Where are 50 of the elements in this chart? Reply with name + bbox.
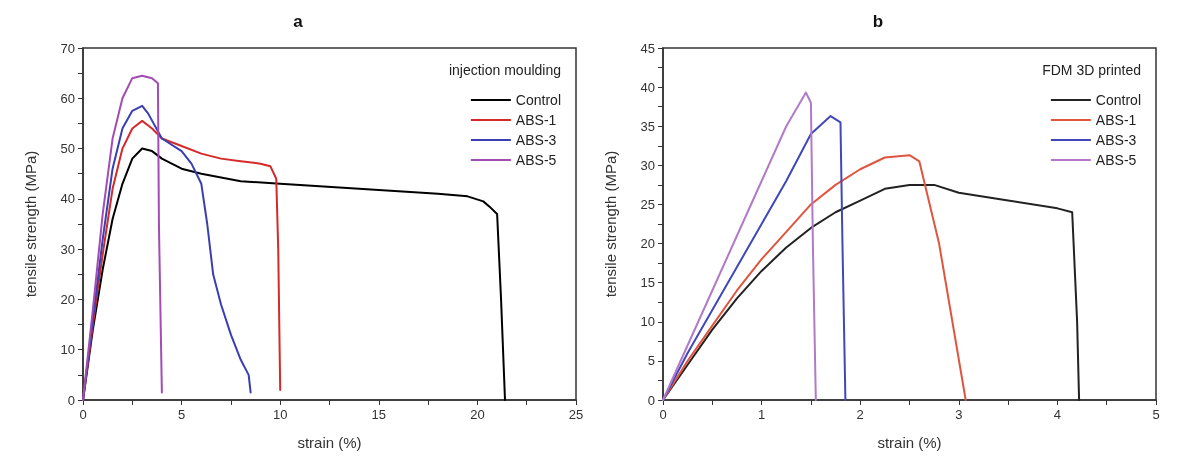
x-tick-label: 15 <box>371 407 387 422</box>
y-tick-label: 40 <box>640 79 655 95</box>
legend-label: Control <box>515 92 562 108</box>
y-tick-label: 10 <box>60 342 75 358</box>
legend-title: injection moulding <box>448 62 562 78</box>
x-axis-title: strain (%) <box>877 434 942 451</box>
line-series <box>82 74 163 401</box>
x-tick-label: 0 <box>79 407 87 422</box>
y-tick-label: 5 <box>647 353 655 369</box>
x-tick-label: 1 <box>757 407 766 422</box>
legend-label: ABS-5 <box>1095 152 1137 168</box>
line-series <box>662 154 967 401</box>
x-tick-label: 4 <box>1053 407 1062 422</box>
x-tick-label: 5 <box>177 407 186 422</box>
x-tick-label: 10 <box>272 407 288 422</box>
y-tick-label: 70 <box>60 40 75 56</box>
y-tick-label: 50 <box>60 141 75 157</box>
y-axis-title: tensile strength (MPa) <box>602 150 619 298</box>
legend-label: Control <box>1095 92 1142 108</box>
x-tick-label: 3 <box>955 407 963 422</box>
line-series <box>662 91 817 401</box>
y-tick-label: 30 <box>640 157 655 173</box>
y-tick-label: 25 <box>640 196 655 212</box>
x-tick-label: 25 <box>568 407 584 422</box>
legend-label: ABS-3 <box>1095 132 1137 148</box>
y-tick-label: 20 <box>640 236 655 252</box>
y-tick-label: 0 <box>67 392 75 408</box>
y-tick-label: 45 <box>640 40 655 56</box>
legend-label: ABS-1 <box>515 112 557 128</box>
y-tick-label: 35 <box>640 118 655 134</box>
chart-title: b <box>872 12 884 31</box>
legend-label: ABS-3 <box>515 132 557 148</box>
y-tick-label: 30 <box>60 241 75 257</box>
legend-title: FDM 3D printed <box>1042 62 1142 78</box>
x-tick-label: 20 <box>470 407 485 422</box>
x-axis-title: strain (%) <box>297 434 362 451</box>
line-series <box>662 183 1081 401</box>
x-tick-label: 0 <box>659 407 667 422</box>
y-tick-label: 60 <box>60 90 75 106</box>
x-tick-label: 2 <box>856 407 864 422</box>
y-tick-label: 15 <box>640 275 655 291</box>
y-tick-label: 20 <box>60 291 75 307</box>
legend-label: ABS-5 <box>515 152 557 168</box>
y-tick-label: 10 <box>640 314 655 330</box>
chart-title: a <box>293 12 304 31</box>
y-tick-label: 40 <box>60 191 75 207</box>
legend-label: ABS-1 <box>1095 112 1137 128</box>
y-axis-title: tensile strength (MPa) <box>22 150 39 298</box>
x-tick-label: 5 <box>1152 407 1160 422</box>
y-tick-label: 0 <box>647 392 655 408</box>
